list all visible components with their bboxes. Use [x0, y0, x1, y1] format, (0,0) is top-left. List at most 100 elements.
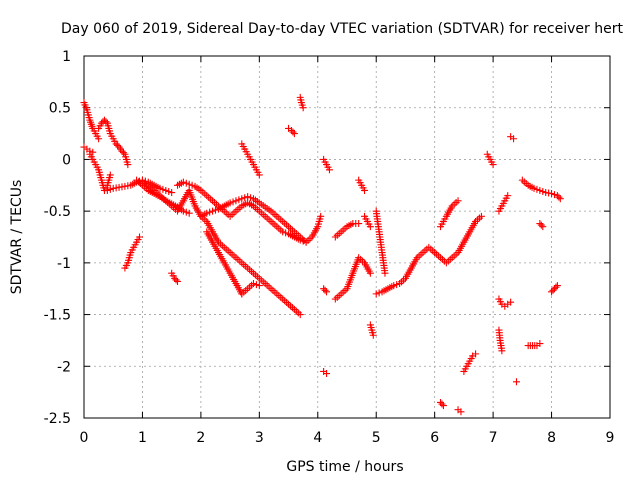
data-point	[174, 277, 182, 285]
data-point	[548, 288, 556, 296]
data-point	[539, 187, 547, 195]
data-point	[279, 228, 287, 236]
data-point	[229, 198, 237, 206]
data-point	[536, 186, 544, 194]
data-point	[299, 104, 307, 112]
data-point	[550, 191, 558, 199]
data-point	[102, 118, 110, 126]
data-point	[247, 194, 255, 202]
data-point	[106, 171, 114, 179]
data-point	[556, 195, 564, 203]
data-point	[238, 195, 246, 203]
data-point	[439, 402, 447, 410]
data-point	[472, 350, 480, 358]
y-tick-label: -1	[57, 256, 71, 272]
data-point	[119, 149, 127, 157]
data-point	[510, 135, 518, 143]
x-tick-label: 8	[547, 430, 556, 446]
data-point	[477, 212, 485, 220]
y-tick-label: -0.5	[44, 204, 71, 220]
axis-ticks: 0 1 2 3 4 5 6 7 8 9 1 0.5 0 -0.5 -1 -1.5 -2 -2.5	[44, 49, 615, 446]
x-tick-label: 5	[372, 430, 381, 446]
y-tick-label: -2	[57, 359, 71, 375]
data-point	[381, 269, 389, 277]
y-axis-label: SDTVAR / TECUs	[9, 180, 25, 295]
data-point	[106, 185, 114, 193]
data-point	[375, 289, 383, 297]
data-point	[287, 126, 295, 134]
data-point	[321, 286, 329, 294]
data-point	[498, 347, 506, 355]
data-point	[536, 220, 544, 228]
data-point	[203, 209, 211, 217]
data-point	[507, 298, 515, 306]
data-point	[437, 398, 445, 406]
x-tick-label: 4	[313, 430, 322, 446]
data-point	[159, 185, 167, 193]
data-point	[232, 197, 240, 205]
data-point	[241, 194, 249, 202]
data-point	[533, 185, 541, 193]
data-point	[182, 179, 190, 187]
data-point	[95, 135, 103, 143]
data-point	[390, 282, 398, 290]
data-point	[553, 282, 561, 290]
data-point	[355, 220, 363, 228]
data-point	[504, 192, 512, 200]
data-point	[255, 282, 263, 290]
y-tick-label: -1.5	[44, 308, 71, 324]
data-point	[168, 189, 176, 197]
data-point	[366, 269, 374, 277]
data-point	[317, 212, 325, 220]
data-point	[323, 288, 331, 296]
y-tick-label: -2.5	[44, 411, 71, 427]
plot-frame	[83, 55, 611, 419]
data-point	[118, 147, 126, 155]
chart-title: Day 060 of 2019, Sidereal Day-to-day VTE…	[61, 21, 623, 37]
data-point	[369, 331, 377, 339]
data-point	[112, 140, 120, 148]
data-point	[165, 187, 173, 195]
data-point	[325, 166, 333, 174]
data-point	[156, 184, 164, 192]
data-point	[512, 378, 520, 386]
data-point	[320, 285, 328, 293]
data-point	[536, 340, 544, 348]
data-point	[323, 370, 331, 378]
data-point	[553, 192, 561, 200]
y-tick-label: 0.5	[49, 101, 71, 117]
data-point	[172, 276, 180, 284]
data-point	[171, 274, 179, 282]
x-tick-label: 2	[196, 430, 205, 446]
data-point	[361, 186, 369, 194]
data-point	[252, 281, 260, 289]
data-point	[489, 161, 497, 169]
data-point	[188, 181, 196, 189]
data-point	[550, 285, 558, 293]
data-point	[393, 281, 401, 289]
data-point	[206, 208, 214, 216]
data-point	[296, 311, 304, 319]
data-point	[100, 116, 108, 124]
data-point	[539, 223, 547, 231]
data-point	[552, 283, 560, 291]
data-point	[366, 223, 374, 231]
data-point	[124, 161, 132, 169]
data-point	[179, 178, 187, 186]
data-point	[548, 190, 556, 198]
data-point	[235, 196, 243, 204]
data-point	[255, 171, 263, 179]
y-tick-label: 0	[62, 152, 71, 168]
x-axis-label: GPS time / hours	[286, 459, 403, 475]
data-point	[537, 221, 545, 229]
data-points	[80, 93, 564, 416]
data-point	[454, 197, 462, 205]
grid-lines	[84, 56, 610, 418]
x-tick-label: 6	[430, 430, 439, 446]
data-point	[549, 286, 557, 294]
data-point	[438, 400, 446, 408]
data-point	[162, 186, 170, 194]
x-tick-label: 7	[489, 430, 498, 446]
data-point	[136, 233, 144, 241]
